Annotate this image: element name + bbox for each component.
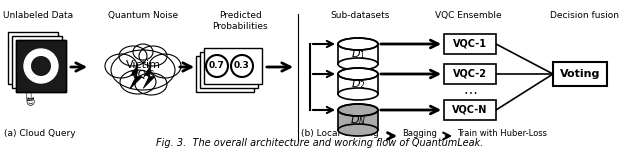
Ellipse shape [139, 46, 167, 66]
Polygon shape [129, 64, 142, 89]
Text: Voting: Voting [560, 69, 600, 79]
Text: VQC-1: VQC-1 [453, 39, 487, 49]
Text: $D_2$: $D_2$ [351, 77, 365, 91]
Ellipse shape [149, 54, 181, 78]
Bar [16, 40, 66, 92]
Ellipse shape [338, 38, 378, 50]
Ellipse shape [135, 73, 167, 95]
Ellipse shape [120, 70, 156, 94]
Text: (b) Local Training: (b) Local Training [301, 129, 379, 138]
Text: Train with Huber-Loss: Train with Huber-Loss [457, 129, 547, 138]
Ellipse shape [338, 88, 378, 100]
Text: 0.7: 0.7 [209, 62, 225, 71]
Text: VQC-N: VQC-N [452, 105, 488, 115]
Text: Sub-datasets: Sub-datasets [330, 11, 390, 20]
Bar [338, 110, 378, 130]
Text: Predicted
Probabilities: Predicted Probabilities [212, 11, 268, 31]
Ellipse shape [338, 58, 378, 70]
Bar [8, 32, 58, 84]
Ellipse shape [338, 104, 378, 116]
Bar [338, 74, 378, 94]
Bar [204, 48, 262, 84]
Bar [444, 34, 496, 54]
Bar [444, 100, 496, 120]
Circle shape [24, 49, 58, 83]
Circle shape [206, 55, 228, 77]
Text: $\cdots$: $\cdots$ [351, 84, 365, 98]
Text: 🔥: 🔥 [25, 90, 31, 100]
Text: Bagging: Bagging [402, 129, 437, 138]
Bar [16, 40, 66, 92]
Polygon shape [143, 65, 155, 88]
Text: Fig. 3.  The overall architecture and working flow of QuantumLeak.: Fig. 3. The overall architecture and wor… [156, 138, 484, 148]
Bar [553, 62, 607, 86]
Ellipse shape [105, 54, 137, 78]
Bar [196, 56, 254, 92]
Circle shape [31, 56, 51, 76]
Ellipse shape [338, 124, 378, 136]
Text: Decision fusion: Decision fusion [550, 11, 618, 20]
Ellipse shape [133, 44, 153, 60]
Bar [12, 36, 62, 88]
Text: $D_N$: $D_N$ [350, 113, 366, 127]
Text: Unlabeled Data: Unlabeled Data [3, 11, 73, 20]
Bar [200, 52, 258, 88]
Circle shape [231, 55, 253, 77]
Text: Victim: Victim [125, 60, 161, 70]
Text: 😈: 😈 [26, 98, 35, 107]
Text: 0.3: 0.3 [234, 62, 250, 71]
Text: VQC-2: VQC-2 [453, 69, 487, 79]
Ellipse shape [338, 68, 378, 80]
Ellipse shape [111, 50, 175, 90]
Ellipse shape [119, 46, 147, 66]
Bar [338, 44, 378, 64]
Text: $D_1$: $D_1$ [351, 47, 365, 61]
Text: $\cdots$: $\cdots$ [463, 84, 477, 98]
Text: (a) Cloud Query: (a) Cloud Query [4, 129, 76, 138]
Text: Quantum Noise: Quantum Noise [108, 11, 178, 20]
Bar [444, 64, 496, 84]
Text: VQC: VQC [131, 70, 155, 80]
Text: VQC Ensemble: VQC Ensemble [435, 11, 501, 20]
